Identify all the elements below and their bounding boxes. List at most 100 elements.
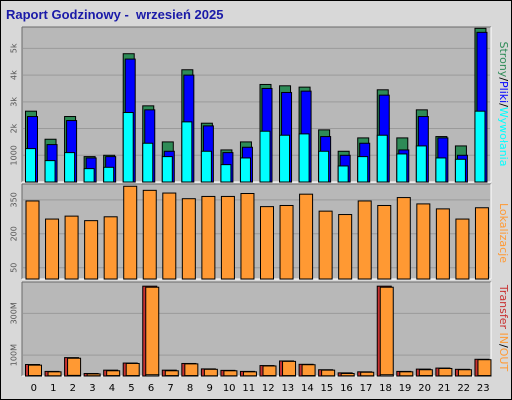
- transfer-bar-in: [125, 362, 140, 377]
- sites-bar: [162, 192, 177, 280]
- transfer-tick-label: 300M: [10, 302, 19, 324]
- hour-label: 19: [399, 383, 412, 394]
- sites-bar: [338, 214, 353, 280]
- transfer-legend-part: IN: [497, 333, 510, 344]
- transfer-bar-in: [457, 369, 472, 377]
- sites-bar: [357, 200, 372, 280]
- transfer-bar-out: [67, 374, 82, 377]
- hits-tick-label: 2k: [10, 123, 19, 133]
- hits-tick-label: 1000: [10, 145, 19, 165]
- hour-label: 15: [321, 383, 334, 394]
- transfer-bar-in: [321, 369, 336, 377]
- hour-label: 7: [167, 383, 173, 394]
- transfer-bar-in: [262, 365, 277, 377]
- hour-label: 23: [477, 383, 490, 394]
- transfer-legend: Transfer IN/OUT: [497, 284, 510, 372]
- hour-label: 5: [128, 383, 134, 394]
- hits-bar-wywolania: [298, 133, 310, 183]
- transfer-bar-out: [379, 374, 394, 377]
- sites-tick-label: 200: [10, 226, 19, 241]
- sites-bar: [45, 218, 60, 280]
- transfer-bar-in: [438, 367, 453, 377]
- sites-bar: [416, 203, 431, 280]
- hour-label: 14: [301, 383, 314, 394]
- hour-label: 8: [187, 383, 193, 394]
- sites-bar: [435, 208, 450, 280]
- sites-bar: [396, 197, 411, 280]
- hits-legend: Strony/Pliki/Wywołania: [497, 42, 510, 167]
- hits-legend-part: /: [497, 77, 510, 81]
- hits-bar-wywolania: [474, 110, 486, 183]
- hits-bar-wywolania: [64, 152, 76, 183]
- transfer-bar-in: [301, 364, 316, 377]
- hour-label: 13: [281, 383, 294, 394]
- hits-tick-label: 3k: [10, 97, 19, 107]
- transfer-bar-in: [67, 357, 82, 377]
- hour-label: 10: [223, 383, 236, 394]
- hour-label: 2: [70, 383, 76, 394]
- sites-bar: [201, 195, 216, 280]
- transfer-bar-in: [203, 368, 218, 377]
- hour-label: 17: [360, 383, 373, 394]
- hour-label: 20: [418, 383, 431, 394]
- hits-legend-part: Strony: [497, 42, 510, 78]
- transfer-bar-in: [282, 360, 297, 377]
- transfer-bar-out: [145, 374, 160, 377]
- hits-bar-wywolania: [318, 150, 330, 183]
- sites-bar: [318, 210, 333, 280]
- sites-bar: [181, 198, 196, 280]
- sites-bar: [260, 206, 274, 280]
- hits-bar-wywolania: [279, 134, 291, 183]
- hour-label: 0: [31, 383, 37, 394]
- sites-bar: [299, 193, 314, 280]
- sites-tick-label: 50: [10, 263, 19, 273]
- transfer-bar-in: [477, 359, 492, 377]
- sites-bar: [279, 204, 294, 280]
- sites-legend: Lokalizacje: [497, 203, 510, 263]
- sites-tick-label: 350: [10, 192, 19, 207]
- hits-bar-wywolania: [161, 156, 173, 183]
- hour-label: 16: [340, 383, 353, 394]
- sites-bar: [25, 200, 40, 280]
- sites-legend-part: Lokalizacje: [497, 203, 510, 263]
- hour-label: 21: [438, 383, 451, 394]
- hour-label: 1: [50, 383, 56, 394]
- transfer-tick-label: 100M: [10, 344, 19, 366]
- hits-bar-wywolania: [454, 158, 466, 183]
- chart-title: Raport Godzinowy - wrzesień 2025: [6, 7, 224, 22]
- sites-bar: [142, 189, 157, 280]
- sites-bar: [220, 195, 235, 280]
- transfer-legend-part: /: [497, 344, 510, 348]
- hour-label: 11: [242, 383, 255, 394]
- hits-bar-wywolania: [103, 166, 115, 183]
- hour-label: 22: [457, 383, 470, 394]
- transfer-bar-in: [379, 286, 394, 377]
- transfer-bar-in: [28, 364, 42, 377]
- hits-legend-part: /: [497, 103, 510, 107]
- transfer-legend-part: Transfer: [497, 284, 510, 330]
- sites-bar: [474, 207, 489, 280]
- hits-bar-wywolania: [415, 145, 427, 183]
- sites-bar: [84, 220, 99, 280]
- hits-bar-wywolania: [83, 168, 95, 183]
- hits-bar-wywolania: [122, 112, 134, 183]
- hits-bar-wywolania: [200, 150, 212, 183]
- hits-bar-wywolania: [220, 164, 232, 183]
- hits-bar-wywolania: [181, 121, 193, 183]
- sites-bar: [240, 193, 255, 280]
- sites-bar: [377, 204, 392, 280]
- hits-bar-wywolania: [44, 160, 56, 183]
- hits-bar-wywolania: [259, 130, 271, 183]
- hits-bar-wywolania: [25, 148, 36, 183]
- hour-label: 9: [206, 383, 212, 394]
- transfer-bar-in: [184, 363, 199, 377]
- hits-bar-wywolania: [239, 157, 251, 183]
- hits-bar-wywolania: [357, 156, 369, 183]
- transfer-bar-in: [145, 286, 160, 377]
- hits-bar-wywolania: [376, 134, 388, 183]
- hits-legend-part: Pliki: [497, 81, 510, 103]
- hits-tick-label: 5k: [10, 43, 19, 53]
- sites-bar: [103, 216, 118, 280]
- sites-bar: [123, 185, 138, 280]
